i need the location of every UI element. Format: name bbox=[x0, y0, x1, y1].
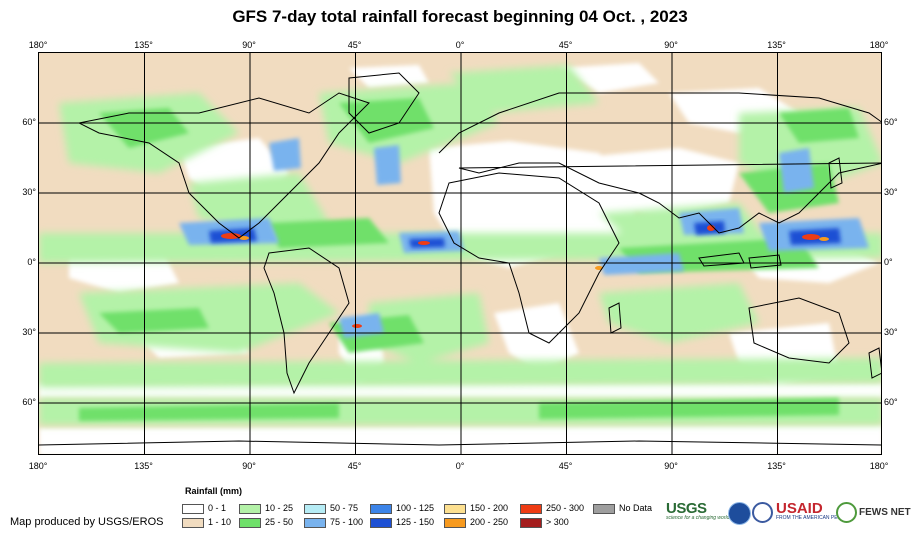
legend-swatch bbox=[182, 517, 204, 528]
lat-tick-left: 30° bbox=[22, 187, 36, 197]
legend-item-25-50: 25 - 50 bbox=[239, 517, 293, 528]
lon-tick-bottom: 90° bbox=[664, 461, 678, 471]
lon-tick-top: 180° bbox=[869, 40, 889, 50]
lat-tick-right: 0° bbox=[884, 257, 893, 267]
noaa-seal-icon bbox=[728, 502, 751, 525]
legend-label: 150 - 200 bbox=[470, 503, 509, 513]
fewsnet-logo: FEWS NET bbox=[859, 507, 911, 518]
lat-tick-right: 60° bbox=[884, 397, 898, 407]
lat-tick-left: 30° bbox=[22, 327, 36, 337]
lat-tick-left: 60° bbox=[22, 397, 36, 407]
legend-swatch bbox=[239, 517, 261, 528]
lon-tick-top: 0° bbox=[455, 40, 465, 50]
legend-item-50-75: 50 - 75 bbox=[304, 503, 358, 514]
legend-label: 75 - 100 bbox=[330, 517, 364, 527]
legend-title: Rainfall (mm) bbox=[185, 486, 243, 496]
legend-label: 50 - 75 bbox=[330, 503, 359, 513]
legend-label: 125 - 150 bbox=[396, 517, 435, 527]
legend-swatch bbox=[593, 503, 615, 514]
legend-item-200-250: 200 - 250 bbox=[444, 517, 508, 528]
lon-tick-bottom: 180° bbox=[28, 461, 48, 471]
fewsnet-icon bbox=[836, 502, 857, 523]
credit-text: Map produced by USGS/EROS bbox=[10, 516, 164, 528]
lat-tick-right: 60° bbox=[884, 117, 898, 127]
lon-tick-top: 90° bbox=[242, 40, 256, 50]
legend-swatch bbox=[370, 503, 392, 514]
lon-tick-top: 45° bbox=[347, 40, 362, 50]
lat-tick-right: 30° bbox=[884, 187, 898, 197]
legend-item-125-150: 125 - 150 bbox=[370, 517, 434, 528]
lon-tick-top: 180° bbox=[28, 40, 48, 50]
lon-tick-bottom: 0° bbox=[455, 461, 465, 471]
legend-swatch bbox=[304, 517, 326, 528]
rain-250-300 bbox=[221, 225, 820, 328]
lon-tick-bottom: 45° bbox=[347, 461, 362, 471]
legend-item-0-1: 0 - 1 bbox=[182, 503, 226, 514]
map-title: GFS 7-day total rainfall forecast beginn… bbox=[232, 7, 688, 26]
legend-swatch bbox=[182, 503, 204, 514]
lon-tick-bottom: 180° bbox=[869, 461, 889, 471]
legend-item-100-125: 100 - 125 bbox=[370, 503, 434, 514]
lat-tick-left: 60° bbox=[22, 117, 36, 127]
usgs-logo: USGS science for a changing world bbox=[666, 500, 729, 521]
graticule bbox=[39, 53, 881, 454]
legend-item-10-25: 10 - 25 bbox=[239, 503, 293, 514]
legend-item-250-300: 250 - 300 bbox=[520, 503, 584, 514]
rain-200-250 bbox=[239, 236, 829, 270]
legend-swatch bbox=[520, 503, 542, 514]
lon-tick-top: 45° bbox=[558, 40, 573, 50]
rainfall-map-svg bbox=[39, 53, 881, 454]
legend-swatch bbox=[444, 517, 466, 528]
legend-label: 1 - 10 bbox=[208, 517, 232, 527]
legend-label: 10 - 25 bbox=[265, 503, 294, 513]
lon-tick-top: 135° bbox=[767, 40, 786, 50]
usaid-logo: USAID FROM THE AMERICAN PEOPLE bbox=[776, 500, 851, 521]
lon-tick-bottom: 135° bbox=[134, 461, 153, 471]
legend-swatch bbox=[444, 503, 466, 514]
lat-tick-right: 30° bbox=[884, 327, 898, 337]
usgs-tagline: science for a changing world bbox=[666, 515, 730, 521]
legend-swatch bbox=[239, 503, 261, 514]
legend-label: 25 - 50 bbox=[265, 517, 294, 527]
rainfall-map[interactable] bbox=[38, 52, 882, 455]
lon-tick-top: 135° bbox=[134, 40, 153, 50]
legend-item-over-300: > 300 bbox=[520, 517, 569, 528]
legend-label: > 300 bbox=[546, 517, 569, 527]
lon-tick-bottom: 135° bbox=[767, 461, 786, 471]
lon-tick-bottom: 90° bbox=[242, 461, 256, 471]
lat-tick-left: 0° bbox=[27, 257, 36, 267]
legend-swatch bbox=[520, 517, 542, 528]
legend-item-1-10: 1 - 10 bbox=[182, 517, 231, 528]
legend-label: 100 - 125 bbox=[396, 503, 435, 513]
legend-swatch bbox=[304, 503, 326, 514]
legend-swatch bbox=[370, 517, 392, 528]
legend-label: 0 - 1 bbox=[208, 503, 227, 513]
usgs-logo-text: USGS bbox=[666, 500, 707, 517]
legend-label: 250 - 300 bbox=[546, 503, 585, 513]
legend-item-150-200: 150 - 200 bbox=[444, 503, 508, 514]
usaid-logo-text: USAID bbox=[776, 500, 823, 517]
lon-tick-bottom: 45° bbox=[558, 461, 573, 471]
lon-tick-top: 90° bbox=[664, 40, 678, 50]
usaid-seal-icon bbox=[752, 502, 773, 523]
legend-item-75-100: 75 - 100 bbox=[304, 517, 363, 528]
legend-item-no-data: No Data bbox=[593, 503, 652, 514]
legend-label: 200 - 250 bbox=[470, 517, 509, 527]
legend-label: No Data bbox=[619, 503, 653, 513]
usaid-tagline: FROM THE AMERICAN PEOPLE bbox=[776, 515, 851, 521]
